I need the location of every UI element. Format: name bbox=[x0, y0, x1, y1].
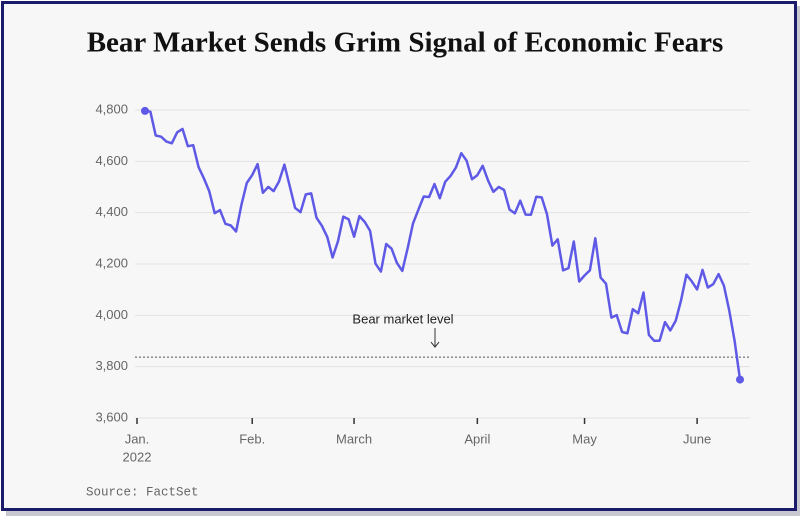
y-tick-label: 3,800 bbox=[95, 358, 128, 373]
annotation: Bear market level bbox=[352, 311, 453, 326]
y-tick-label: 4,200 bbox=[95, 255, 128, 270]
x-year-label: 2022 bbox=[123, 449, 152, 464]
y-tick-label: 4,400 bbox=[95, 204, 128, 219]
x-tick-label: June bbox=[683, 431, 711, 446]
y-tick-label: 4,800 bbox=[95, 101, 128, 116]
annotation-arrowhead bbox=[430, 341, 440, 348]
x-tick-label: Feb. bbox=[239, 431, 265, 446]
source: Source: FactSet bbox=[86, 485, 199, 499]
end-dot bbox=[141, 106, 149, 115]
x-tick-label: March bbox=[336, 431, 372, 446]
y-tick-label: 3,600 bbox=[95, 409, 128, 424]
chart-title: Bear Market Sends Grim Signal of Economi… bbox=[87, 27, 724, 59]
x-tick-label: April bbox=[464, 431, 490, 446]
x-tick-label: May bbox=[572, 431, 597, 446]
y-tick-label: 4,600 bbox=[95, 153, 128, 168]
x-tick-label: Jan. bbox=[125, 431, 150, 446]
price-line bbox=[144, 109, 742, 380]
frame bbox=[1, 1, 797, 511]
y-tick-label: 4,000 bbox=[95, 307, 128, 322]
end-dot bbox=[736, 375, 744, 384]
